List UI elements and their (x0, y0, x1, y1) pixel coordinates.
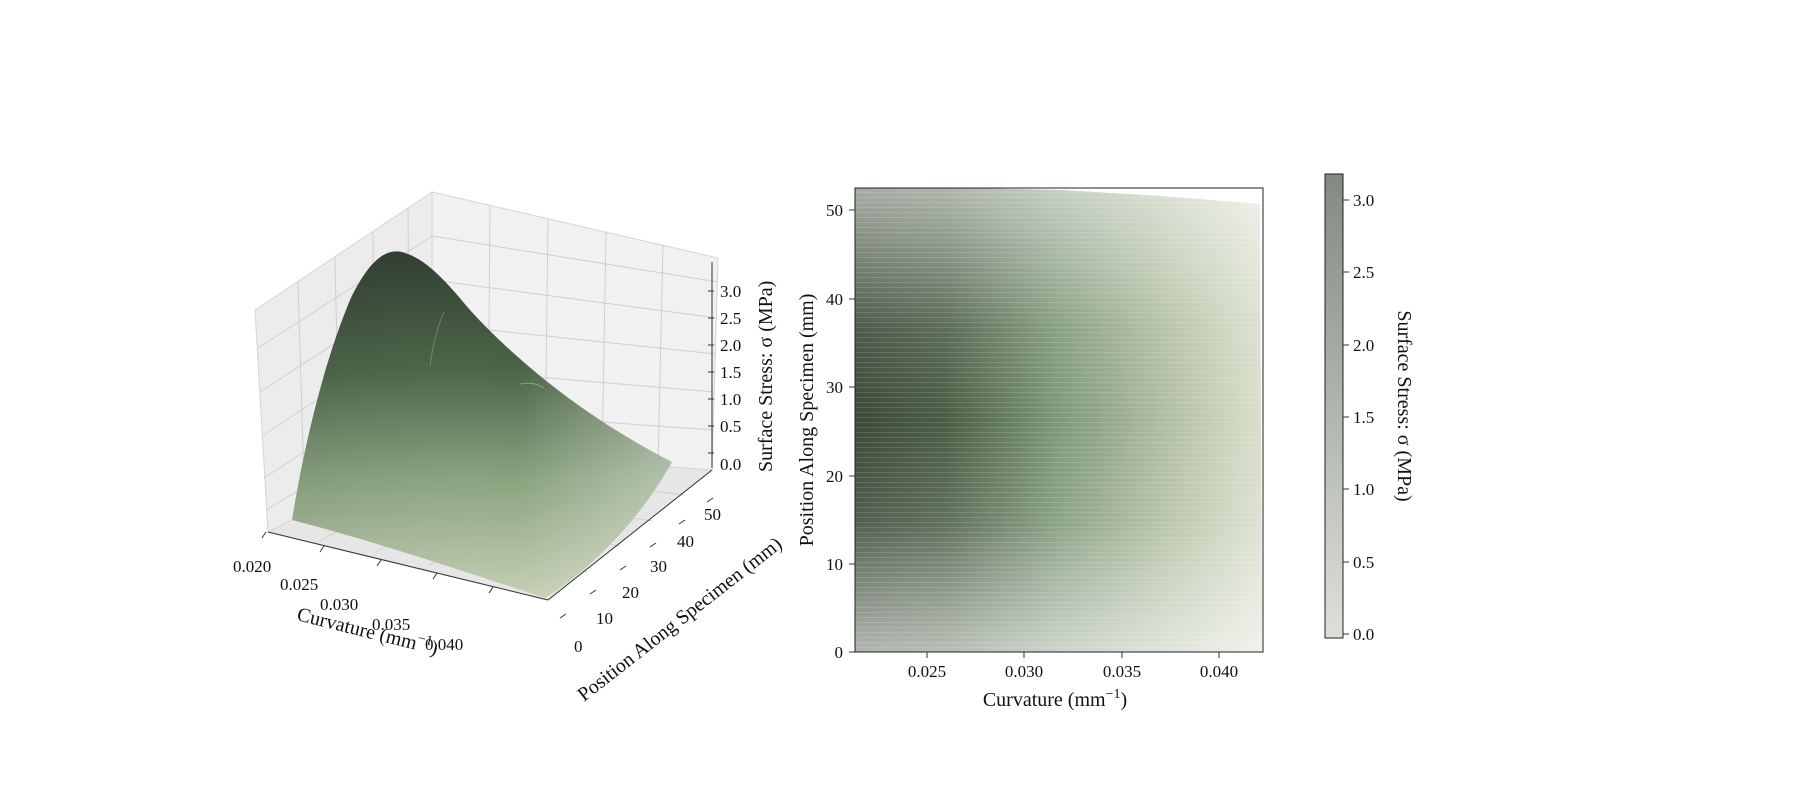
colorbar-tick: 1.0 (1353, 480, 1374, 499)
heatmap-texture (855, 188, 1262, 652)
colorbar-tick: 0.5 (1353, 553, 1374, 572)
x-axis-label: Curvature (mm−1) (295, 602, 441, 660)
z-tick: 1.0 (720, 390, 741, 409)
x-tick: 0.035 (372, 615, 410, 634)
y-tick: 30 (650, 557, 667, 576)
heatmap-y-axis-label: Position Along Specimen (mm) (796, 294, 818, 547)
heatmap-y-tick: 20 (826, 467, 843, 486)
colorbar-label: Surface Stress: σ (MPa) (1393, 310, 1415, 501)
heatmap-x-tick: 0.035 (1103, 662, 1141, 681)
surface-shading (292, 251, 672, 598)
colorbar-tick: 0.0 (1353, 625, 1374, 644)
surface-crease (429, 311, 445, 367)
z-axis: 3.0 2.5 2.0 1.5 1.0 0.5 0.0 Surface Stre… (708, 262, 777, 474)
heatmap-plot: 0 10 20 30 40 50 Position Along Specimen… (796, 187, 1264, 711)
z-tick: 2.0 (720, 336, 741, 355)
heatmap-y-tick: 0 (835, 643, 844, 662)
heatmap-x-tick: 0.040 (1200, 662, 1238, 681)
heatmap-frame (854, 187, 1264, 653)
colorbar: 0.0 0.5 1.0 1.5 2.0 2.5 3.0 Surface Stre… (1324, 173, 1415, 644)
z-tick: 3.0 (720, 282, 741, 301)
heatmap-x-tick: 0.025 (908, 662, 946, 681)
heatmap-y-tick: 10 (826, 555, 843, 574)
colorbar-tick: 2.0 (1353, 336, 1374, 355)
x-tick: 0.025 (280, 575, 318, 594)
z-tick: 2.5 (720, 309, 741, 328)
z-tick: 1.5 (720, 363, 741, 382)
y-tick: 0 (574, 637, 583, 656)
heatmap-y-tick: 30 (826, 378, 843, 397)
colorbar-tick: 2.5 (1353, 263, 1374, 282)
colorbar-tick: 1.5 (1353, 408, 1374, 427)
heatmap-x-axis-label: Curvature (mm−1) (983, 687, 1127, 711)
z-tick: 0.0 (720, 455, 741, 474)
y-tick: 50 (704, 505, 721, 524)
z-axis-label: Surface Stress: σ (MPa) (755, 281, 777, 472)
heatmap-y-axis: 0 10 20 30 40 50 Position Along Specimen… (796, 201, 855, 662)
surface-crease-2 (519, 382, 545, 389)
colorbar-tick: 3.0 (1353, 191, 1374, 210)
heatmap-y-tick: 50 (826, 201, 843, 220)
x-tick: 0.020 (233, 557, 271, 576)
surface-3d-plot: 3.0 2.5 2.0 1.5 1.0 0.5 0.0 Surface Stre… (233, 191, 786, 706)
z-tick: 0.5 (720, 417, 741, 436)
y-tick: 10 (596, 609, 613, 628)
heatmap-x-axis: 0.025 0.030 0.035 0.040 Curvature (mm−1) (908, 652, 1238, 711)
x-tick: 0.030 (320, 595, 358, 614)
heatmap-x-tick: 0.030 (1005, 662, 1043, 681)
y-tick: 20 (622, 583, 639, 602)
heatmap-y-tick: 40 (826, 290, 843, 309)
y-tick: 40 (677, 532, 694, 551)
colorbar-gradient (1324, 173, 1344, 639)
x-tick: 0.040 (425, 635, 463, 654)
